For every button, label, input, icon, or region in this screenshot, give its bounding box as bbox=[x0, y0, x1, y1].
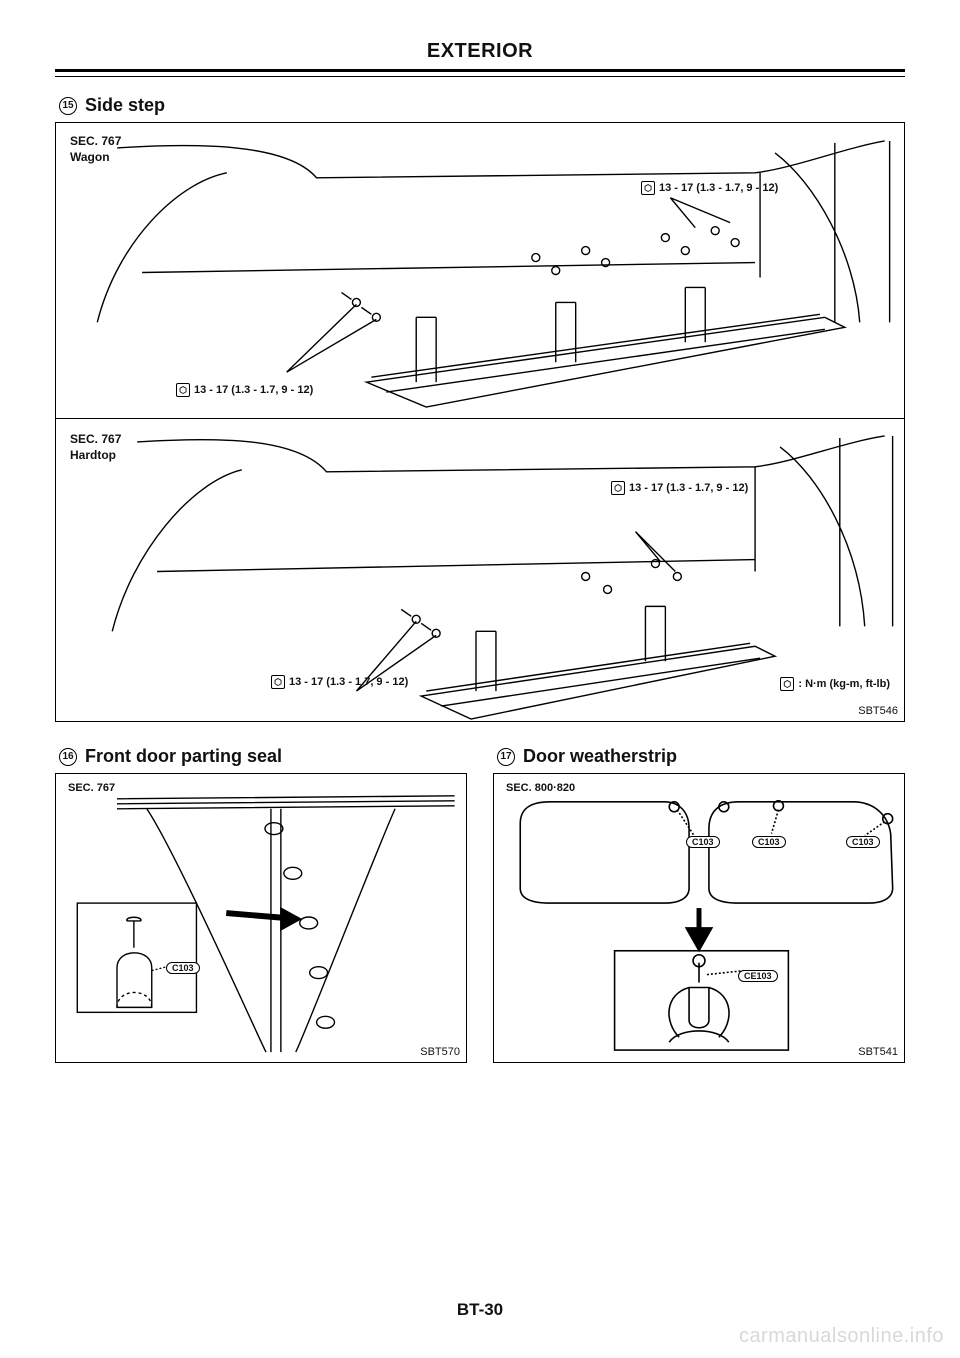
side-step-art bbox=[56, 123, 904, 721]
figure-code-16: SBT570 bbox=[420, 1046, 460, 1058]
torque-icon: ⬡ bbox=[641, 181, 655, 195]
sec-number: SEC. 767 bbox=[70, 134, 121, 148]
sec-label-wagon: SEC. 767 Wagon bbox=[70, 133, 121, 165]
watermark: carmanualsonline.info bbox=[739, 1325, 944, 1348]
section-17-column: 17 Door weatherstrip bbox=[493, 742, 905, 1063]
section-15-title: Side step bbox=[85, 95, 165, 116]
variant-wagon: Wagon bbox=[70, 150, 110, 164]
torque-icon: ⬡ bbox=[271, 675, 285, 689]
torque-value: 13 - 17 (1.3 - 1.7, 9 - 12) bbox=[629, 482, 748, 494]
clip-tag-17a: C103 bbox=[686, 832, 720, 850]
page-title: EXTERIOR bbox=[55, 40, 905, 69]
unit-text: : N·m (kg-m, ft-lb) bbox=[798, 678, 890, 690]
section-15-heading: 15 Side step bbox=[59, 95, 905, 116]
torque-value: 13 - 17 (1.3 - 1.7, 9 - 12) bbox=[194, 384, 313, 396]
clip-tag-17c: C103 bbox=[846, 832, 880, 850]
parting-seal-art bbox=[56, 774, 466, 1062]
figure-code-17: SBT541 bbox=[858, 1046, 898, 1058]
section-16-title: Front door parting seal bbox=[85, 746, 282, 767]
page-number: BT-30 bbox=[0, 1300, 960, 1320]
figure-side-step: SEC. 767 Wagon ⬡ 13 - 17 (1.3 - 1.7, 9 -… bbox=[55, 122, 905, 722]
page: EXTERIOR 15 Side step bbox=[0, 0, 960, 1358]
figure-code-main: SBT546 bbox=[858, 705, 898, 717]
circled-number-17: 17 bbox=[497, 748, 515, 766]
torque-hardtop-right: ⬡ 13 - 17 (1.3 - 1.7, 9 - 12) bbox=[611, 481, 748, 495]
section-16-column: 16 Front door parting seal bbox=[55, 742, 467, 1063]
figure-row: 16 Front door parting seal bbox=[55, 742, 905, 1063]
sec-label-16: SEC. 767 bbox=[68, 782, 115, 794]
torque-value: 13 - 17 (1.3 - 1.7, 9 - 12) bbox=[289, 676, 408, 688]
torque-value: 13 - 17 (1.3 - 1.7, 9 - 12) bbox=[659, 182, 778, 194]
circled-number-16: 16 bbox=[59, 748, 77, 766]
clip-tag-17b: C103 bbox=[752, 832, 786, 850]
torque-wagon-right: ⬡ 13 - 17 (1.3 - 1.7, 9 - 12) bbox=[641, 181, 778, 195]
unit-note: ⬡ : N·m (kg-m, ft-lb) bbox=[780, 677, 890, 691]
torque-icon: ⬡ bbox=[780, 677, 794, 691]
sec-label-hardtop: SEC. 767 Hardtop bbox=[70, 431, 121, 463]
section-17-title: Door weatherstrip bbox=[523, 746, 677, 767]
clip-tag-16: C103 bbox=[166, 958, 200, 976]
sec-label-17: SEC. 800·820 bbox=[506, 782, 575, 794]
figure-weatherstrip: SEC. 800·820 C103 C103 C103 CE103 SBT541 bbox=[493, 773, 905, 1063]
clip-tag-17d: CE103 bbox=[738, 966, 778, 984]
section-17-heading: 17 Door weatherstrip bbox=[497, 746, 905, 767]
weatherstrip-art bbox=[494, 774, 904, 1062]
header-rule-thick bbox=[55, 69, 905, 72]
circled-number-15: 15 bbox=[59, 97, 77, 115]
header-rule-thin bbox=[55, 76, 905, 77]
torque-icon: ⬡ bbox=[611, 481, 625, 495]
section-16-heading: 16 Front door parting seal bbox=[59, 746, 467, 767]
figure-parting-seal: SEC. 767 C103 SBT570 bbox=[55, 773, 467, 1063]
torque-wagon-left: ⬡ 13 - 17 (1.3 - 1.7, 9 - 12) bbox=[176, 383, 313, 397]
torque-hardtop-left: ⬡ 13 - 17 (1.3 - 1.7, 9 - 12) bbox=[271, 675, 408, 689]
variant-hardtop: Hardtop bbox=[70, 448, 116, 462]
sec-number: SEC. 767 bbox=[70, 432, 121, 446]
torque-icon: ⬡ bbox=[176, 383, 190, 397]
